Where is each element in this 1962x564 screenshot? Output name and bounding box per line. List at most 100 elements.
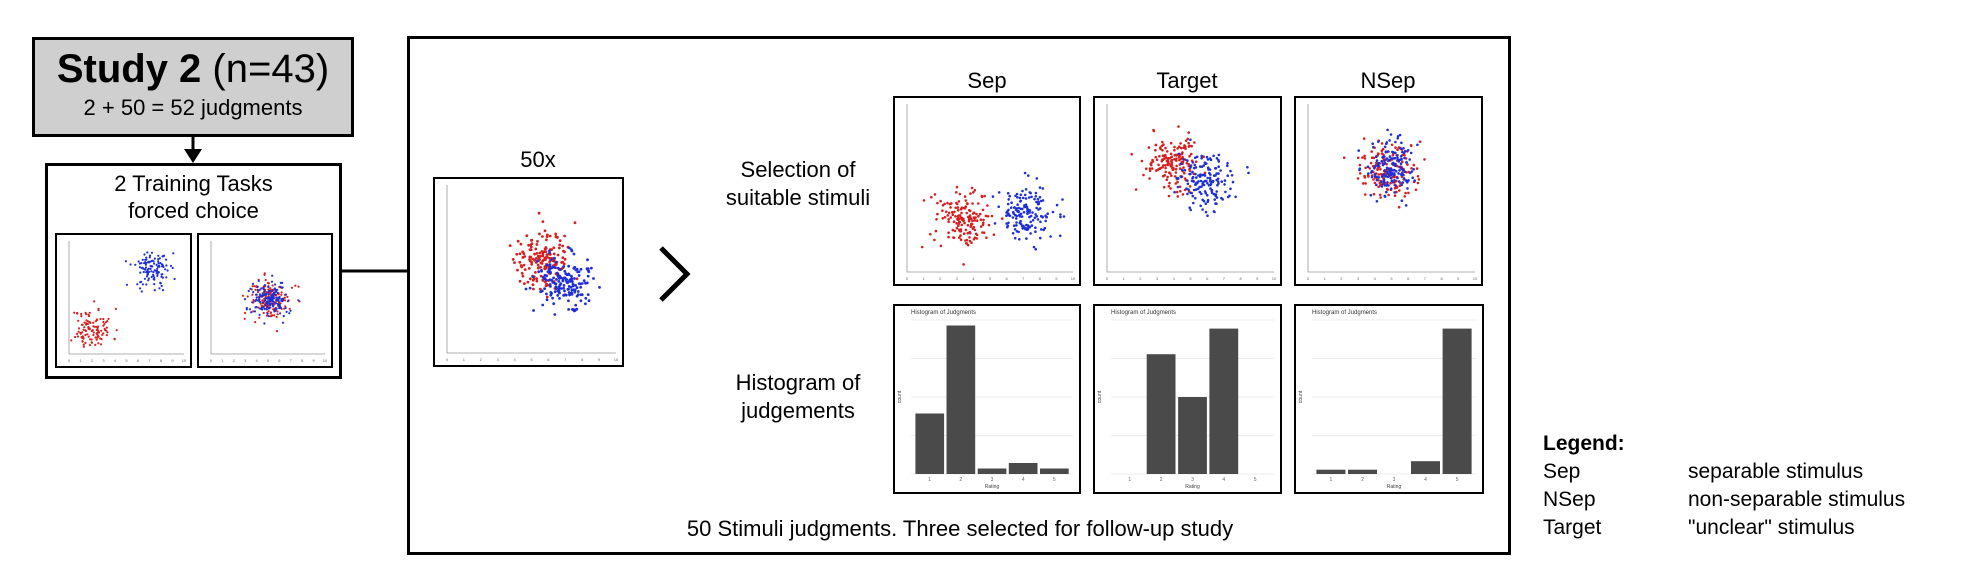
scatter-point [1390,172,1394,175]
scatter-point [1041,187,1045,190]
scatter-point [1161,158,1164,161]
scatter-point [107,317,110,320]
scatter-point [1389,181,1392,185]
histogram-ylabel: count [1298,390,1304,403]
scatter-point [1391,150,1394,154]
scatter-point [570,292,574,296]
scatter-point [92,331,95,334]
scatter-point [541,235,544,238]
scatter-point [563,269,567,273]
scatter-point [92,325,95,328]
column-header-target: Target [1156,68,1218,93]
scatter-point [143,277,146,280]
scatter-point [1187,141,1190,145]
scatter-point [533,252,536,256]
scatter-point [1174,153,1178,157]
scatter-point [149,267,152,270]
axis-tick-label: 4 [114,358,117,363]
scatter-point [958,236,961,239]
scatter-point [1396,164,1399,168]
scatter-point [94,336,97,339]
scatter-point [1151,160,1155,163]
scatter-point [523,255,527,258]
scatter-point [967,219,971,223]
scatter-point [957,218,960,222]
scatter-point [83,321,86,324]
scatter-point [570,288,574,292]
scatter-point [145,275,149,278]
scatter-point [159,281,162,284]
study-box: Study 2 (n=43) 2 + 50 = 52 judgments [32,37,354,137]
scatter-point [1164,146,1167,150]
scatter-point [541,254,545,258]
scatter-point [930,195,933,199]
scatter-point [1214,193,1218,196]
scatter-point [1206,176,1209,180]
scatter-point [1361,156,1364,159]
scatter-point [1199,204,1202,208]
scatter-point [258,298,261,301]
scatter-point [1361,182,1365,185]
scatter-point [532,309,535,312]
scatter-point [1196,187,1200,191]
scatter-point [1194,183,1197,187]
scatter-point [1019,193,1023,197]
scatter-point [1027,174,1030,177]
scatter-point [527,267,531,270]
scatter-point [266,312,269,315]
scatter-point [966,215,970,219]
scatter-point [992,233,996,236]
scatter-point [271,284,274,287]
scatter-point [990,214,994,218]
scatter-point [113,338,116,341]
axis-tick-label: 10 [323,358,328,363]
scatter-point [1215,157,1219,160]
scatter-point [144,268,147,271]
scatter-point [539,261,543,265]
scatter-point [1209,157,1212,160]
scatter-point [1013,206,1016,209]
scatter-point [960,211,963,215]
legend: Legend: Sep separable stimulus NSep non-se… [1543,430,1905,542]
scatter-point [284,306,287,310]
scatter-point [102,320,105,324]
histogram-target: Histogram of Judgments 1 2 3 4 5 Rating count [1093,304,1282,494]
scatter-point [1215,202,1218,205]
scatter-point [1180,168,1184,172]
scatter-point [1226,164,1229,168]
scatter-point [1379,167,1382,171]
scatter-point [1148,177,1151,180]
scatter-point [983,194,986,198]
scatter-point [981,208,985,212]
scatter-point [1409,151,1413,155]
scatter-point [260,287,263,290]
scatter-point [1024,188,1028,191]
scatter-point [1164,153,1167,157]
axis-tick-label: 7 [290,358,293,363]
scatter-point [1026,210,1029,213]
scatter-point [1207,184,1211,187]
scatter-point [1199,173,1202,176]
axis-tick-label: 6 [1206,276,1209,281]
scatter-point [1374,155,1378,158]
scatter-point [1393,168,1396,172]
scatter-point [1393,191,1396,194]
scatter-point [1190,144,1193,148]
scatter-point [981,223,985,226]
scatter-point [1375,159,1379,162]
scatter-point [172,252,175,255]
scatter-point [263,273,266,276]
scatter-point [1187,188,1190,191]
scatter-point [1217,153,1221,157]
scatter-point [968,236,971,239]
scatter-point [1176,180,1179,184]
scatter-point [531,275,535,278]
scatter-point [272,292,275,295]
scatter-point [1362,137,1366,140]
scatter-point [1403,156,1406,160]
scatter-point [564,272,568,276]
scatter-point [1373,167,1376,170]
scatter-point [529,243,533,247]
scatter-point [1229,169,1232,173]
scatter-point [966,243,970,247]
